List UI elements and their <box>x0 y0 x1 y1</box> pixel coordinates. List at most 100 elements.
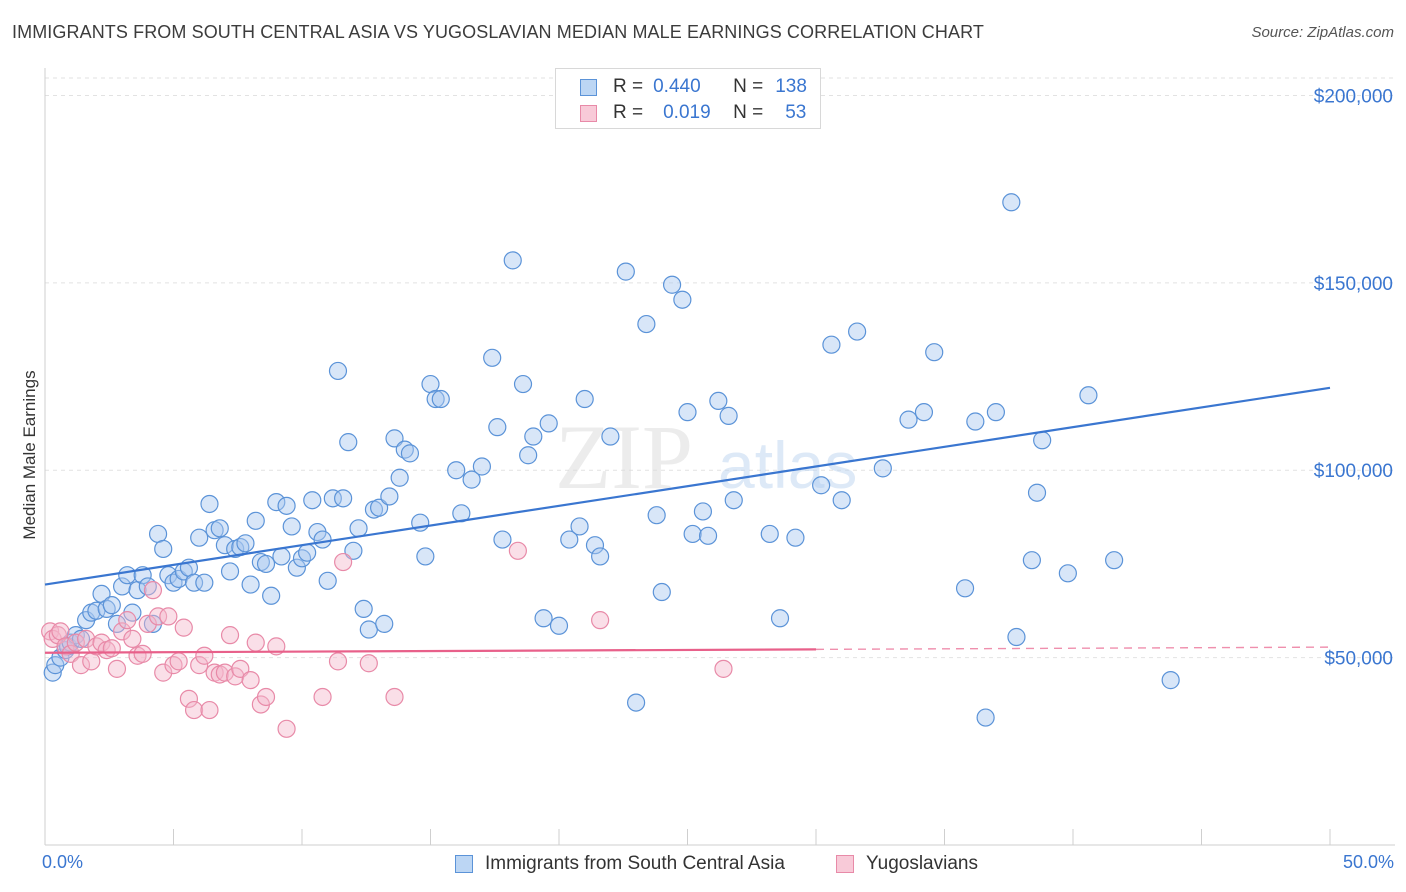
point-south-central-asia <box>503 251 522 270</box>
point-yugoslavian <box>508 541 527 560</box>
legend-n-value: 138 <box>775 76 807 97</box>
series-legend-blue: Immigrants from South Central Asia <box>455 852 785 876</box>
series-label-pink: Yugoslavians <box>866 853 978 874</box>
point-south-central-asia <box>986 403 1006 422</box>
point-yugoslavian <box>231 659 250 678</box>
point-south-central-asia <box>493 530 512 549</box>
point-yugoslavian <box>133 644 152 663</box>
point-yugoslavian <box>123 629 142 648</box>
point-south-central-asia <box>359 620 378 639</box>
point-south-central-asia <box>976 708 995 727</box>
point-yugoslavian <box>61 644 80 663</box>
point-yugoslavian <box>102 639 121 658</box>
point-south-central-asia <box>539 414 558 433</box>
point-south-central-asia <box>601 427 620 446</box>
point-south-central-asia <box>246 511 265 530</box>
point-south-central-asia <box>616 262 635 281</box>
legend-row-blue: R = 0.440 N = 138 <box>580 75 807 99</box>
point-south-central-asia <box>426 389 445 409</box>
watermark: ZIP atlas <box>555 406 857 508</box>
point-south-central-asia <box>112 577 132 596</box>
point-south-central-asia <box>298 543 317 562</box>
chart-source: Source: ZipAtlas.com <box>1251 24 1394 41</box>
point-south-central-asia <box>292 549 312 568</box>
point-south-central-asia <box>318 571 337 590</box>
point-south-central-asia <box>575 389 594 409</box>
point-south-central-asia <box>848 322 867 341</box>
point-south-central-asia <box>349 519 368 538</box>
point-yugoslavian <box>174 618 193 637</box>
point-south-central-asia <box>637 314 656 334</box>
point-south-central-asia <box>256 554 276 574</box>
point-yugoslavian <box>107 659 127 678</box>
point-yugoslavian <box>71 656 91 675</box>
legend-n-label: N = <box>733 76 764 97</box>
point-south-central-asia <box>1007 627 1026 647</box>
point-south-central-asia <box>662 275 682 294</box>
point-yugoslavian <box>118 611 137 630</box>
point-south-central-asia <box>334 489 353 508</box>
point-south-central-asia <box>724 491 743 510</box>
point-south-central-asia <box>647 506 666 525</box>
point-south-central-asia <box>184 573 204 592</box>
point-south-central-asia <box>786 528 805 547</box>
point-south-central-asia <box>303 491 322 510</box>
point-south-central-asia <box>400 444 420 463</box>
point-south-central-asia <box>375 614 394 633</box>
points-layer <box>41 193 1180 738</box>
point-south-central-asia <box>287 558 306 577</box>
point-south-central-asia <box>626 693 646 712</box>
point-south-central-asia <box>719 406 738 425</box>
point-south-central-asia <box>1105 551 1124 570</box>
watermark-zip: ZIP <box>555 406 693 508</box>
point-south-central-asia <box>447 461 466 480</box>
point-yugoslavian <box>169 652 188 671</box>
point-yugoslavian <box>359 654 378 673</box>
point-south-central-asia <box>1027 483 1047 502</box>
point-south-central-asia <box>1161 671 1180 690</box>
point-south-central-asia <box>200 494 219 514</box>
point-south-central-asia <box>282 517 301 536</box>
legend-n-value: 53 <box>785 102 807 123</box>
point-south-central-asia <box>709 391 728 411</box>
point-south-central-asia <box>585 536 605 555</box>
point-south-central-asia <box>118 566 137 585</box>
point-yugoslavian <box>246 633 265 652</box>
point-yugoslavian <box>179 689 199 708</box>
trendline-yugoslavian-dashed <box>815 646 1331 651</box>
point-south-central-asia <box>154 539 173 559</box>
point-south-central-asia <box>966 412 985 431</box>
y-tick-label: $100,000 <box>1314 461 1393 482</box>
point-yugoslavian <box>328 652 348 671</box>
x-tick-label-max: 50.0% <box>1342 852 1394 872</box>
point-yugoslavian <box>66 633 85 652</box>
point-yugoslavian <box>591 611 610 630</box>
point-yugoslavian <box>220 626 240 645</box>
point-yugoslavian <box>154 663 173 682</box>
point-south-central-asia <box>272 547 291 566</box>
point-south-central-asia <box>267 492 286 512</box>
point-south-central-asia <box>344 541 363 560</box>
point-south-central-asia <box>534 609 553 628</box>
point-yugoslavian <box>190 656 209 675</box>
legend-row-pink: R = 0.019 N = 53 <box>580 101 806 125</box>
point-south-central-asia <box>385 429 404 448</box>
legend-r-label: R = <box>613 102 644 123</box>
trend-layer <box>44 386 1331 654</box>
point-south-central-asia <box>899 410 918 429</box>
point-south-central-asia <box>102 596 121 615</box>
point-south-central-asia <box>832 491 851 510</box>
point-yugoslavian <box>200 700 219 720</box>
point-south-central-asia <box>262 586 281 605</box>
point-yugoslavian <box>195 646 214 665</box>
point-south-central-asia <box>925 343 944 362</box>
point-south-central-asia <box>822 335 841 354</box>
point-south-central-asia <box>220 562 240 581</box>
point-south-central-asia <box>513 374 533 394</box>
point-south-central-asia <box>472 457 491 476</box>
point-yugoslavian <box>159 607 178 626</box>
point-south-central-asia <box>1002 193 1021 212</box>
point-south-central-asia <box>678 403 697 422</box>
point-south-central-asia <box>1079 386 1098 405</box>
